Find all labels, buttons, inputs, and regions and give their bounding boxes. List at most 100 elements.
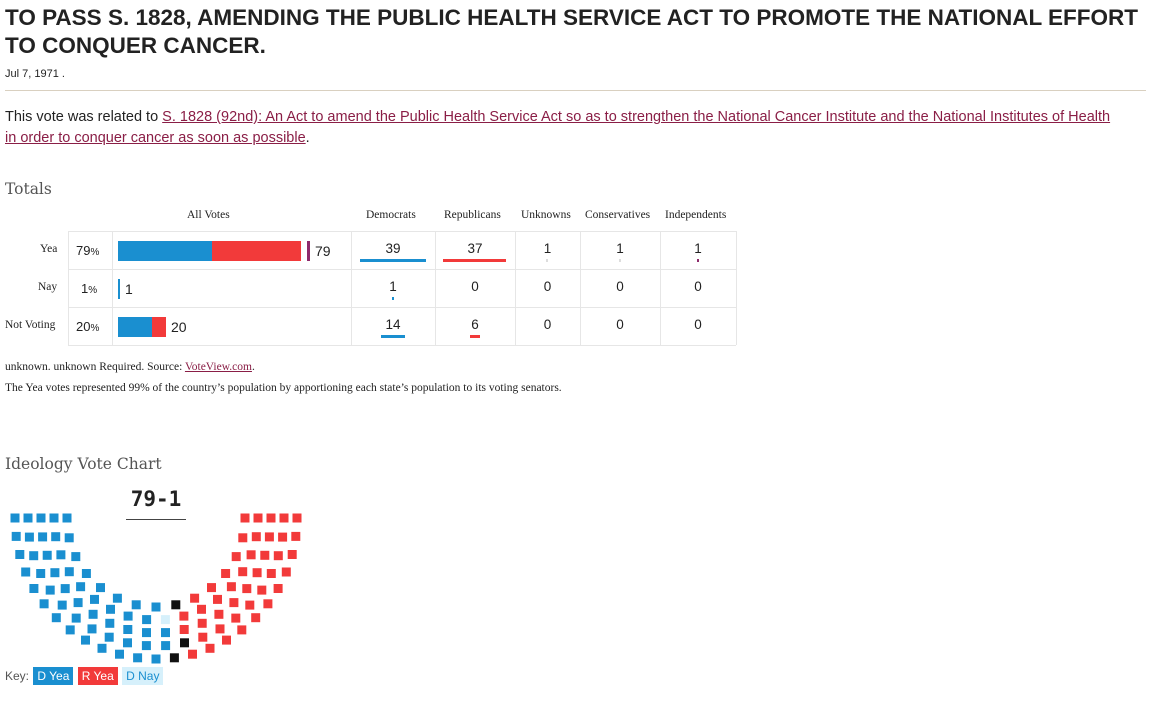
source-note: unknown. unknown Required. Source: VoteV…	[5, 361, 255, 373]
nay-independents: 0	[694, 279, 702, 294]
related-bill-link[interactable]: S. 1828 (92nd): An Act to amend the Publ…	[5, 109, 1111, 146]
grid-line	[736, 231, 737, 345]
seat	[221, 569, 231, 578]
seat	[237, 625, 247, 635]
seat	[161, 628, 170, 638]
voteview-link[interactable]: VoteView.com	[184, 361, 252, 373]
seat	[56, 550, 66, 560]
nay-republicans: 0	[471, 279, 479, 294]
yea-rep-underline	[443, 259, 506, 262]
percent-unit: %	[88, 285, 98, 296]
seat	[213, 594, 222, 604]
seat	[64, 533, 74, 543]
seat	[29, 551, 39, 561]
seat	[240, 513, 250, 523]
seat	[133, 653, 143, 663]
population-note: The Yea votes represented 99% of the cou…	[5, 382, 562, 394]
seat	[151, 654, 161, 664]
yea-ind-bar	[307, 241, 310, 261]
yea-independents: 1	[694, 241, 702, 256]
seat	[87, 624, 97, 634]
seat	[287, 550, 297, 559]
seat	[39, 599, 49, 609]
seat	[81, 635, 90, 645]
yea-unknowns: 1	[543, 241, 552, 256]
seat	[281, 567, 291, 577]
seat	[112, 593, 122, 603]
seat	[291, 531, 301, 541]
vote-date: Jul 7, 1971 .	[5, 68, 65, 80]
seat	[123, 625, 133, 634]
not-voting-dem-underline	[381, 335, 405, 338]
yea-total: 79	[315, 243, 331, 259]
not-voting-independents: 0	[694, 317, 702, 332]
nay-dem-underline	[392, 297, 394, 300]
seat	[226, 582, 236, 592]
not-voting-republicans: 6	[471, 317, 479, 332]
score-underline	[126, 519, 186, 520]
seat	[97, 643, 107, 653]
seat	[29, 584, 39, 593]
seat	[90, 594, 99, 604]
seat	[73, 598, 83, 608]
seat	[242, 584, 252, 594]
ideology-vote-chart	[10, 513, 302, 664]
seat	[279, 513, 289, 523]
seat	[104, 632, 114, 642]
seat	[49, 513, 59, 523]
grid-line	[68, 231, 69, 345]
seat	[151, 602, 161, 612]
seat	[229, 598, 239, 608]
not-voting-total: 20	[171, 319, 187, 335]
nay-percent-value: 1	[81, 281, 89, 296]
yea-percent: 79%	[76, 243, 99, 258]
seat	[278, 532, 288, 542]
seat	[123, 611, 133, 621]
seat	[81, 569, 91, 578]
seat	[266, 513, 276, 523]
yea-republicans: 37	[467, 241, 483, 256]
related-prefix: This vote was related to	[5, 109, 163, 125]
nay-unknowns: 0	[543, 279, 552, 294]
seat	[62, 513, 72, 523]
key-label: Key:	[5, 669, 30, 683]
yea-dem-bar	[118, 241, 212, 261]
nay-democrats: 1	[389, 279, 397, 294]
seat	[24, 532, 34, 542]
nay-percent: 1%	[81, 281, 97, 296]
grid-line	[435, 231, 436, 345]
grid-line	[68, 231, 736, 232]
seat	[263, 599, 273, 609]
seat	[231, 552, 241, 562]
seat	[198, 632, 208, 642]
seat	[197, 604, 206, 614]
seat	[214, 609, 224, 619]
not-voting-dem-bar	[118, 317, 152, 337]
yea-con-underline	[619, 259, 621, 262]
page-title: TO PASS S. 1828, AMENDING THE PUBLIC HEA…	[5, 5, 1139, 58]
col-all-votes: All Votes	[187, 209, 230, 221]
grid-line	[68, 345, 736, 346]
not-voting-percent: 20%	[76, 319, 99, 334]
seat	[88, 609, 98, 619]
nay-total: 1	[125, 281, 133, 297]
seat	[215, 624, 225, 634]
seat	[252, 568, 262, 578]
seat	[179, 625, 189, 634]
seat	[205, 643, 215, 653]
not-voting-democrats: 14	[385, 317, 401, 332]
yea-dem-underline	[360, 259, 426, 262]
seat	[190, 593, 200, 603]
seat	[142, 615, 152, 625]
source-note-suffix: .	[251, 361, 255, 373]
seat	[238, 533, 248, 543]
seat	[251, 613, 261, 623]
seat	[238, 567, 248, 577]
source-note-prefix: unknown. unknown Required. Source:	[5, 361, 185, 373]
grid-line	[68, 307, 736, 308]
col-democrats: Democrats	[366, 209, 416, 221]
seat	[245, 600, 255, 610]
seat	[71, 552, 81, 562]
seat	[36, 569, 46, 578]
seat	[115, 649, 124, 659]
